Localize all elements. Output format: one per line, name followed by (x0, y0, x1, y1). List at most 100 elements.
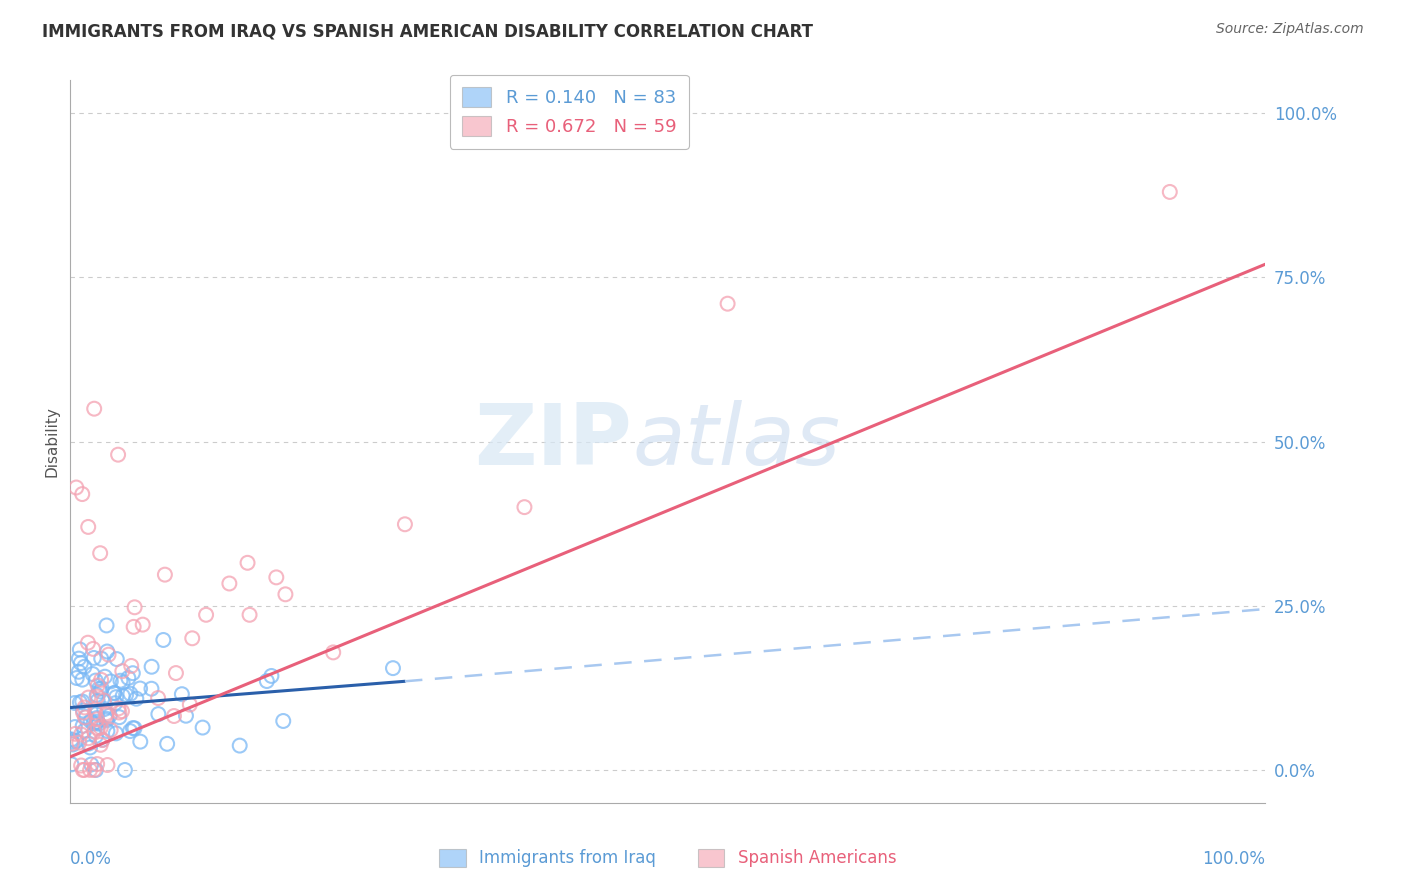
Point (83, 724, 105, 739)
Point (156, 737, 179, 751)
Point (82, 667, 104, 681)
Point (129, 681, 152, 696)
Point (89, 684, 111, 698)
Point (120, 659, 142, 673)
Point (65, 481, 87, 495)
Point (120, 724, 142, 739)
Text: 0.0%: 0.0% (70, 850, 112, 868)
Point (70, 758, 93, 772)
Point (274, 587, 297, 601)
Point (90, 738, 112, 752)
Point (98, 708, 121, 723)
Point (83, 651, 105, 665)
Point (239, 607, 262, 622)
Point (152, 632, 174, 647)
Point (141, 659, 163, 673)
Point (86, 688, 108, 702)
Point (60, 757, 83, 772)
Point (105, 652, 128, 666)
Point (73, 710, 96, 724)
Point (69, 656, 91, 670)
Legend: Immigrants from Iraq, Spanish Americans: Immigrants from Iraq, Spanish Americans (433, 842, 903, 874)
Point (77, 731, 100, 746)
Point (117, 671, 139, 685)
Point (111, 675, 134, 690)
Point (83, 716, 105, 731)
Point (107, 448, 129, 462)
Point (87, 716, 110, 731)
Point (105, 690, 128, 705)
Point (115, 688, 138, 702)
Point (124, 721, 146, 735)
Point (120, 687, 142, 701)
Point (79, 714, 101, 729)
Point (69, 642, 91, 657)
Point (394, 517, 416, 532)
Point (83, 763, 105, 777)
Point (79, 740, 101, 755)
Point (382, 661, 405, 675)
Point (72, 694, 94, 708)
Point (73, 723, 96, 738)
Point (72, 763, 94, 777)
Point (170, 687, 193, 701)
Point (73, 660, 96, 674)
Point (148, 707, 170, 722)
Point (90, 721, 112, 735)
Point (75, 710, 97, 724)
Point (65, 734, 87, 748)
Point (93, 702, 115, 716)
Text: IMMIGRANTS FROM IRAQ VS SPANISH AMERICAN DISABILITY CORRELATION CHART: IMMIGRANTS FROM IRAQ VS SPANISH AMERICAN… (42, 22, 813, 40)
Text: atlas: atlas (633, 400, 839, 483)
Point (87, 722, 110, 736)
Point (84, 673, 107, 688)
Point (96, 644, 118, 658)
Point (83, 401, 105, 416)
Point (63, 720, 86, 734)
Point (84, 706, 107, 720)
Point (174, 708, 197, 723)
Point (104, 696, 127, 710)
Point (122, 721, 145, 735)
Point (96, 618, 118, 632)
Point (82, 641, 104, 656)
Point (77, 737, 100, 751)
Point (96, 706, 118, 721)
Point (86, 714, 108, 729)
Text: 100.0%: 100.0% (1202, 850, 1265, 868)
Point (77, 520, 100, 534)
Point (271, 714, 294, 728)
Point (129, 734, 152, 748)
Point (266, 570, 288, 584)
Point (94, 670, 117, 684)
Point (717, 296, 740, 310)
Point (72, 673, 94, 687)
Point (77, 690, 100, 705)
Point (86, 678, 108, 692)
Point (89, 546, 111, 560)
Point (165, 666, 187, 681)
Point (124, 600, 146, 615)
Point (90, 681, 112, 696)
Point (146, 691, 169, 706)
Point (96, 758, 118, 772)
Point (67, 735, 90, 749)
Point (96, 712, 118, 726)
Point (108, 710, 131, 724)
Point (80, 757, 103, 772)
Point (96, 708, 118, 723)
Point (86, 712, 108, 726)
Point (72, 706, 94, 720)
Point (86, 694, 108, 708)
Point (86, 757, 108, 772)
Point (86, 690, 108, 704)
Point (228, 739, 250, 753)
Point (73, 700, 96, 714)
Point (84, 763, 107, 777)
Point (73, 763, 96, 777)
Point (86, 706, 108, 721)
Point (111, 689, 134, 703)
Point (84, 729, 107, 743)
Point (104, 726, 127, 740)
Point (163, 709, 186, 723)
